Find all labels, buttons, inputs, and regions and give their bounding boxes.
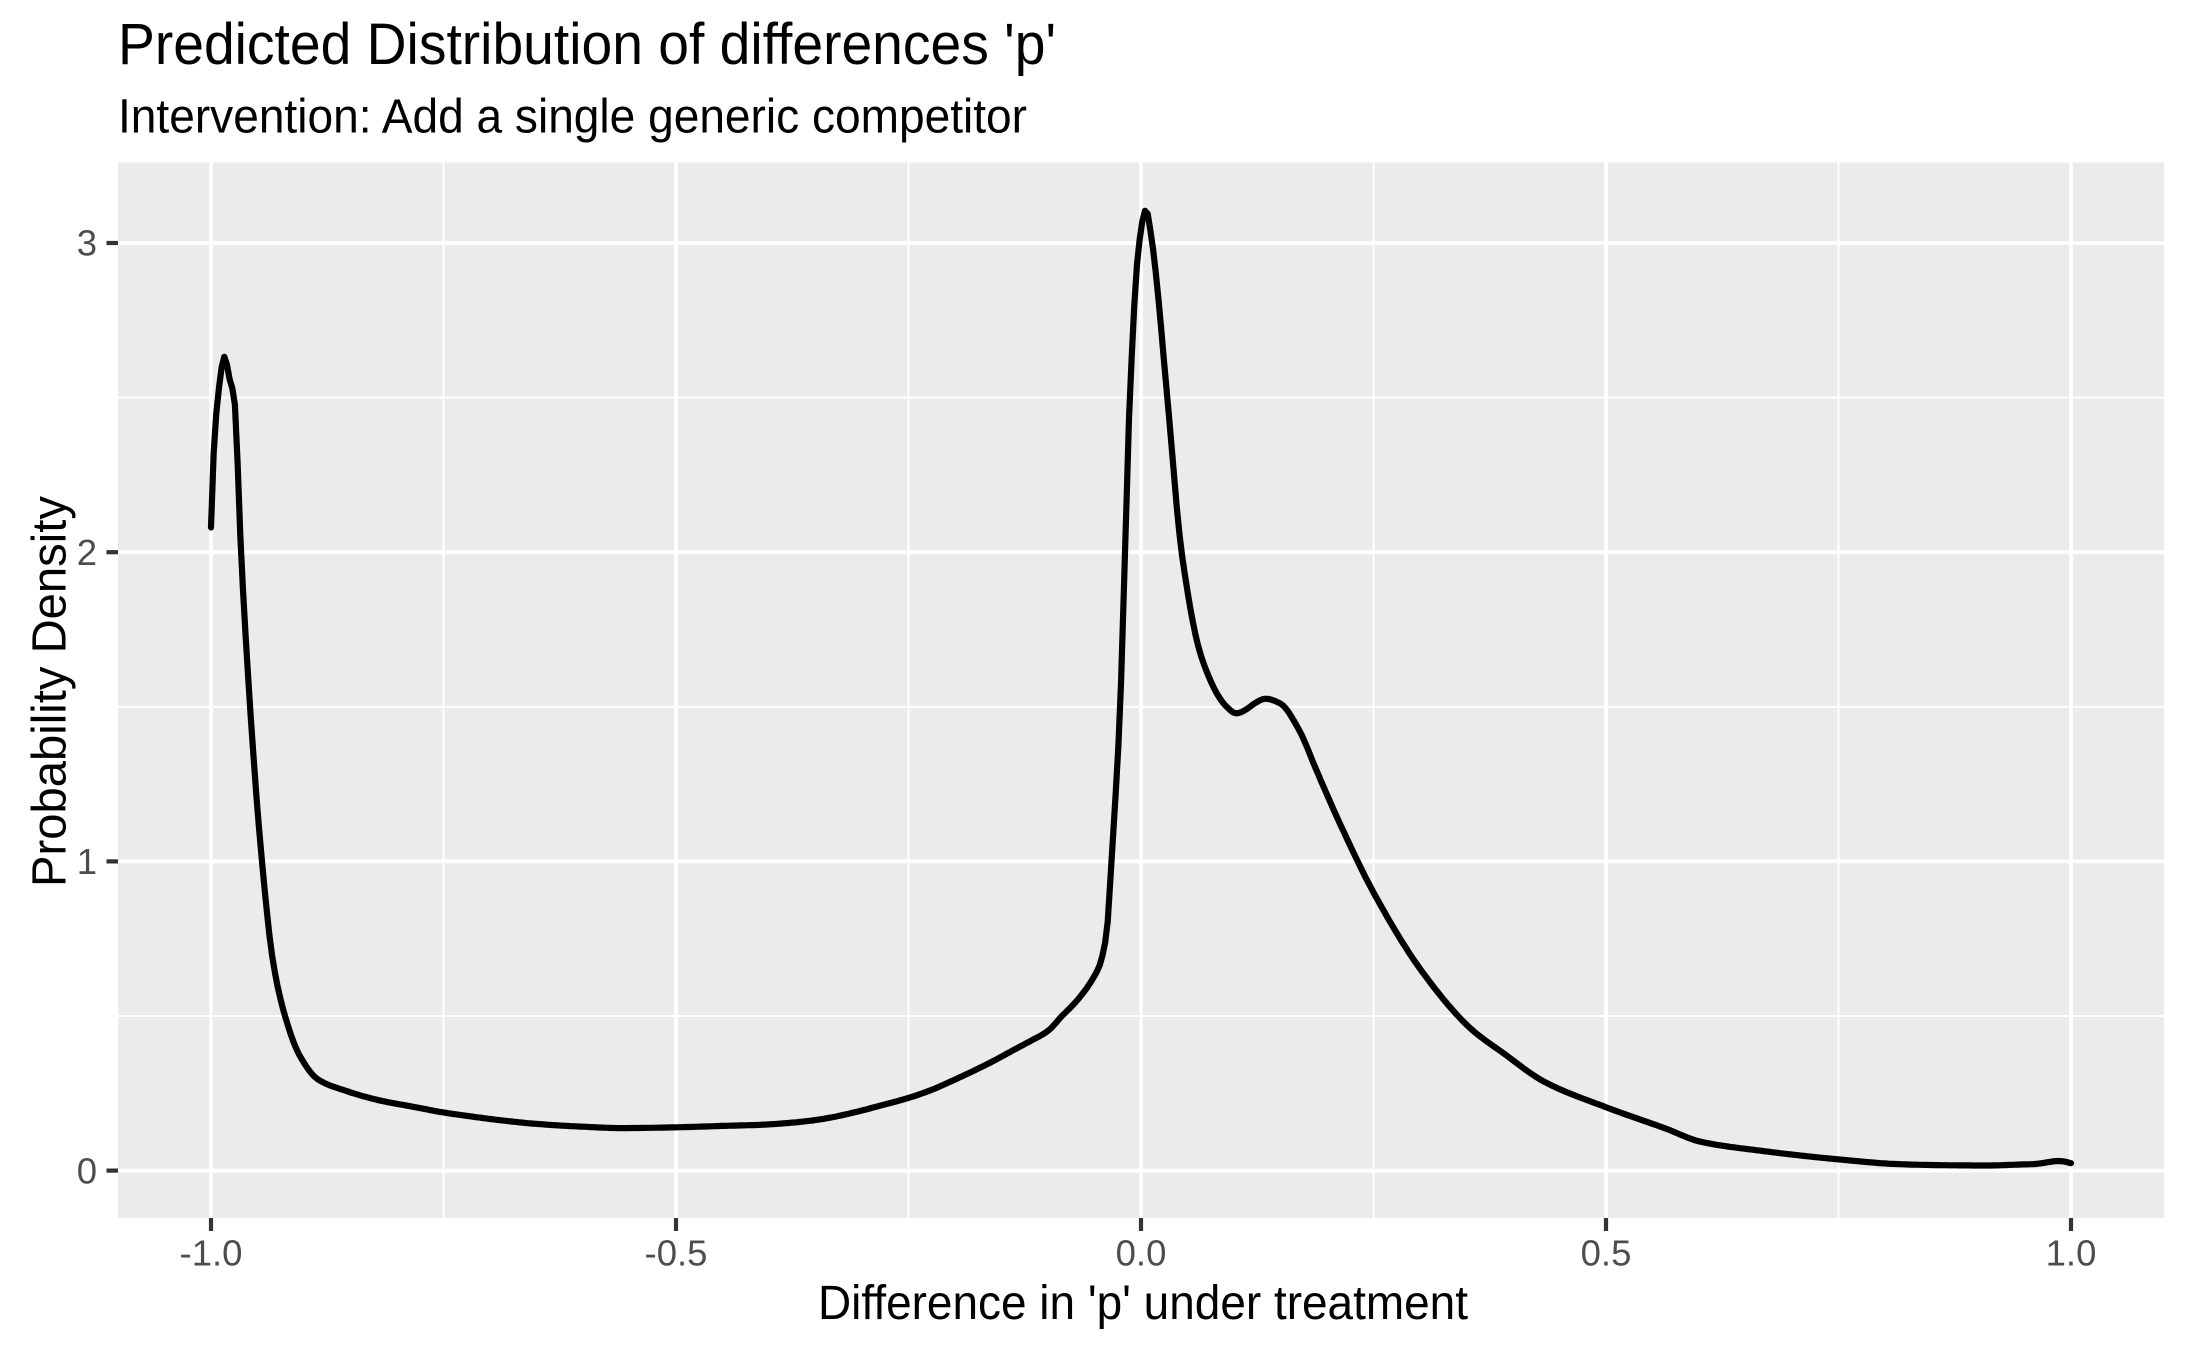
svg-text:-0.5: -0.5 (645, 1233, 708, 1274)
svg-text:0: 0 (77, 1150, 97, 1191)
svg-text:2: 2 (77, 532, 97, 573)
svg-text:Predicted Distribution of diff: Predicted Distribution of differences 'p… (118, 12, 1056, 77)
svg-text:0.5: 0.5 (1581, 1233, 1632, 1274)
svg-text:1: 1 (77, 841, 97, 882)
svg-text:3: 3 (77, 223, 97, 264)
svg-text:Difference in 'p' under treatm: Difference in 'p' under treatment (818, 1277, 1468, 1330)
svg-text:1.0: 1.0 (2046, 1233, 2097, 1274)
svg-text:Probability Density: Probability Density (24, 496, 77, 887)
svg-text:-1.0: -1.0 (180, 1233, 243, 1274)
svg-text:0.0: 0.0 (1116, 1233, 1167, 1274)
svg-text:Intervention: Add a single gen: Intervention: Add a single generic compe… (118, 90, 1027, 143)
